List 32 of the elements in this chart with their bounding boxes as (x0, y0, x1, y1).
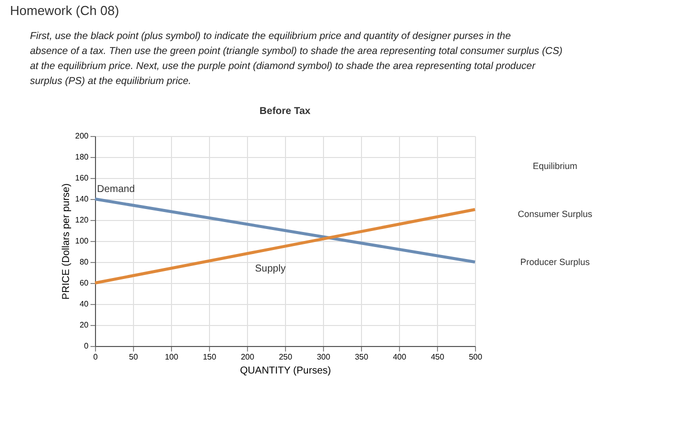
y-tick-label: 60 (80, 278, 90, 288)
y-axis-title: PRICE (Dollars per purse) (61, 183, 72, 300)
y-tick-label: 100 (75, 236, 90, 246)
y-tick-label: 140 (75, 194, 90, 204)
x-tick-label: 150 (202, 352, 217, 362)
x-tick-label: 50 (129, 352, 138, 362)
y-tick-label: 200 (75, 132, 90, 140)
text: Equilibrium (532, 161, 578, 171)
x-tick-label: 400 (392, 352, 407, 362)
text: Consumer Surplus (518, 209, 593, 219)
x-tick-label: 450 (430, 352, 445, 362)
text: First, use the black point (plus symbol) to indicate the equilibrium price and quantity of designer purses in the absence of a tax. Then use the green point (triangle symbol) to shade the area representing total consumer surplus (CS) at the equilibrium price. Next, use the purple point (diamond symbol) to shade the area representing total producer surplus (PS) at the equilibrium price. (30, 31, 563, 87)
text: Producer Surplus (520, 257, 590, 267)
x-tick-label: 250 (278, 352, 293, 362)
chart-title: Before Tax (260, 106, 311, 117)
x-tick-label: 350 (354, 352, 369, 362)
series-label: Demand (97, 184, 135, 195)
y-tick-label: 160 (75, 174, 90, 182)
y-tick-label: 20 (80, 320, 90, 330)
x-tick-label: 300 (316, 352, 331, 362)
x-tick-label: 0 (93, 352, 98, 362)
y-tick-label: 80 (80, 258, 90, 266)
y-tick-label: 0 (84, 342, 90, 350)
y-tick-label: 40 (80, 300, 90, 308)
x-tick-label: 200 (240, 352, 255, 362)
y-tick-label: 120 (75, 216, 90, 224)
series-label: Supply (255, 263, 286, 274)
y-tick-label: 180 (75, 152, 90, 162)
text: Homework (Ch 08) (10, 3, 120, 18)
x-tick-label: 500 (468, 352, 483, 362)
x-axis-title: QUANTITY (Purses) (240, 366, 331, 376)
x-tick-label: 100 (164, 352, 179, 362)
